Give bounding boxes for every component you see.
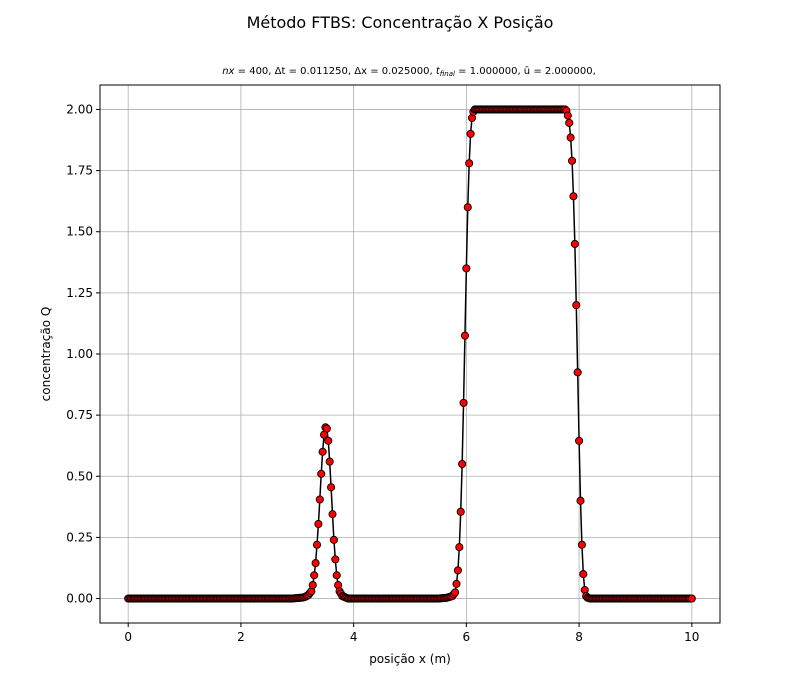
data-point xyxy=(572,301,581,310)
y-axis-label: concentração Q xyxy=(39,307,53,402)
data-point xyxy=(465,159,474,168)
data-point xyxy=(576,496,585,505)
y-tick-label: 2.00 xyxy=(66,102,93,116)
data-point xyxy=(566,133,575,142)
data-point xyxy=(308,581,317,590)
y-tick-label: 1.00 xyxy=(66,347,93,361)
data-point xyxy=(575,436,584,445)
data-point xyxy=(315,495,324,504)
data-point xyxy=(458,459,467,469)
y-axis-ticks: 0.00 0.25 0.50 0.75 1.00 1.25 1.50 1.75 2.00 xyxy=(66,102,100,606)
x-axis-ticks: 0 2 4 6 8 10 xyxy=(124,623,699,644)
data-point xyxy=(322,424,331,433)
data-point xyxy=(451,588,460,597)
data-point xyxy=(577,540,586,549)
data-point xyxy=(459,398,468,407)
y-tick-label: 0.25 xyxy=(66,530,93,544)
y-tick-label: 0.00 xyxy=(66,592,93,606)
data-point xyxy=(453,566,462,575)
data-point xyxy=(452,579,461,588)
data-point xyxy=(311,559,320,568)
data-point xyxy=(460,331,470,340)
data-point xyxy=(579,570,588,579)
y-tick-label: 1.50 xyxy=(66,225,93,239)
data-point xyxy=(318,447,327,456)
y-tick-label: 1.25 xyxy=(66,286,93,300)
y-tick-label: 0.75 xyxy=(66,408,93,422)
y-tick-label: 0.50 xyxy=(66,469,93,483)
data-point xyxy=(327,483,336,492)
grid xyxy=(100,85,720,623)
chart-subtitle: nx = 400, Δt = 0.011250, Δx = 0.025000, … xyxy=(222,66,596,78)
data-point xyxy=(332,571,341,580)
y-tick-label: 1.75 xyxy=(66,164,93,178)
data-point xyxy=(463,203,472,212)
chart-title: Método FTBS: Concentração X Posição xyxy=(247,13,554,32)
data-point xyxy=(312,540,322,549)
data-point xyxy=(569,192,578,201)
data-series xyxy=(124,105,696,603)
x-tick-label: 8 xyxy=(575,630,583,644)
data-point xyxy=(687,594,696,603)
data-point xyxy=(466,129,475,138)
data-point xyxy=(573,368,582,377)
data-point xyxy=(314,519,323,529)
x-axis-label: posição x (m) xyxy=(369,652,451,666)
x-tick-label: 6 xyxy=(463,630,471,644)
x-tick-label: 0 xyxy=(124,630,132,644)
data-point xyxy=(563,111,572,120)
data-point xyxy=(324,436,333,445)
data-point xyxy=(462,264,471,273)
data-point xyxy=(565,118,574,127)
x-tick-label: 2 xyxy=(237,630,245,644)
x-tick-label: 4 xyxy=(350,630,358,644)
data-point xyxy=(310,571,319,580)
data-point xyxy=(456,507,465,516)
data-point xyxy=(568,156,577,165)
data-point xyxy=(317,469,326,478)
data-point xyxy=(329,535,338,544)
data-point xyxy=(325,457,334,466)
data-point xyxy=(328,510,337,519)
x-tick-label: 10 xyxy=(684,630,699,644)
data-point xyxy=(331,555,340,564)
data-point xyxy=(455,543,464,552)
data-point xyxy=(570,239,579,248)
